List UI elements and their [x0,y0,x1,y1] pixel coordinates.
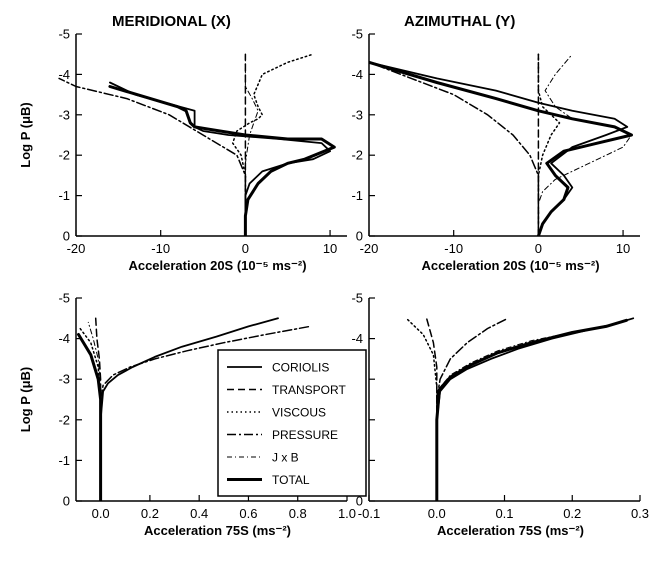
series-pressure [369,61,540,236]
series-group [58,53,336,236]
legend-label: J x B [272,451,299,465]
panel-4: -5-4-3-2-10-0.10.00.10.20.3Acceleration … [351,291,649,539]
legend-label: CORIOLIS [272,361,329,375]
panel-title: MERIDIONAL (X) [112,13,231,30]
x-tick-label: -20 [67,241,86,256]
x-tick-label: 0 [242,241,249,256]
series-transport [425,317,438,501]
x-tick-label: 10 [616,241,630,256]
series-j-x-b [244,53,259,236]
y-tick-label: -5 [351,27,363,42]
x-tick-label: 0.2 [563,506,581,521]
x-tick-label: -10 [444,241,463,256]
series-j-x-b [436,319,627,501]
y-tick-label: -5 [351,291,363,306]
y-tick-label: -1 [351,188,363,203]
x-tick-label: 0.2 [141,506,159,521]
x-axis-label: Acceleration 20S (10⁻⁵ ms⁻²) [421,258,599,273]
y-tick-label: -4 [58,67,70,82]
y-tick-label: -4 [351,331,363,346]
series-pressure [58,77,247,236]
x-axis-label: Acceleration 20S (10⁻⁵ ms⁻²) [128,258,306,273]
y-tick-label: -4 [58,331,70,346]
panel-title: AZIMUTHAL (Y) [404,13,515,30]
legend-label: VISCOUS [272,406,326,420]
x-tick-label: 0.4 [190,506,208,521]
series-group [369,53,633,236]
x-axis-label: Acceleration 75S (ms⁻²) [437,523,584,538]
x-tick-label: 10 [323,241,337,256]
y-axis-label: Log P (μB) [18,102,33,167]
series-total [108,85,336,236]
y-tick-label: -4 [351,67,363,82]
x-tick-label: 0.8 [289,506,307,521]
y-tick-label: -5 [58,27,70,42]
legend: CORIOLIS TRANSPORT VISCOUS PRESSURE J x B TOT… [217,349,367,497]
y-tick-label: -3 [58,372,70,387]
x-tick-label: 0.0 [428,506,446,521]
x-tick-label: 0.1 [495,506,513,521]
series-coriolis [435,317,635,501]
series-total [435,318,628,501]
x-axis-label: Acceleration 75S (ms⁻²) [144,523,291,538]
y-tick-label: -2 [58,148,70,163]
y-tick-label: 0 [356,494,363,509]
y-axis-label: Log P (μB) [18,367,33,432]
y-tick-label: 0 [63,494,70,509]
y-tick-label: 0 [63,229,70,244]
x-tick-label: -10 [151,241,170,256]
legend-label: PRESSURE [272,428,338,442]
series-total [77,333,103,501]
y-tick-label: -2 [351,148,363,163]
x-tick-label: 1.0 [338,506,356,521]
legend-box [217,349,367,497]
series-viscous [405,317,438,501]
x-tick-label: -20 [360,241,379,256]
series-group [77,317,311,501]
legend-label: TOTAL [272,473,310,487]
y-tick-label: 0 [356,229,363,244]
x-tick-label: 0.6 [239,506,257,521]
series-pressure [99,325,311,501]
y-tick-label: -5 [58,291,70,306]
series-j-x-b [87,321,102,501]
x-tick-label: 0.3 [631,506,649,521]
x-tick-label: -0.1 [358,506,380,521]
x-tick-label: 0.0 [92,506,110,521]
series-total [369,60,633,236]
series-coriolis [369,61,629,236]
y-tick-label: -3 [58,107,70,122]
legend-label: TRANSPORT [272,383,346,397]
y-tick-label: -3 [351,107,363,122]
series-coriolis [109,81,332,236]
y-tick-label: -2 [58,412,70,427]
series-pressure [436,317,509,501]
panel-3: -5 -4 -3 -2 -1 0 0.0 0.2 0.4 0.6 0.8 1.0 Acceleratio… [18,291,356,539]
series-j-x-b [537,53,632,236]
x-tick-label: 0 [535,241,542,256]
y-tick-label: -1 [58,188,70,203]
series-group [405,317,635,501]
y-tick-label: -1 [58,453,70,468]
